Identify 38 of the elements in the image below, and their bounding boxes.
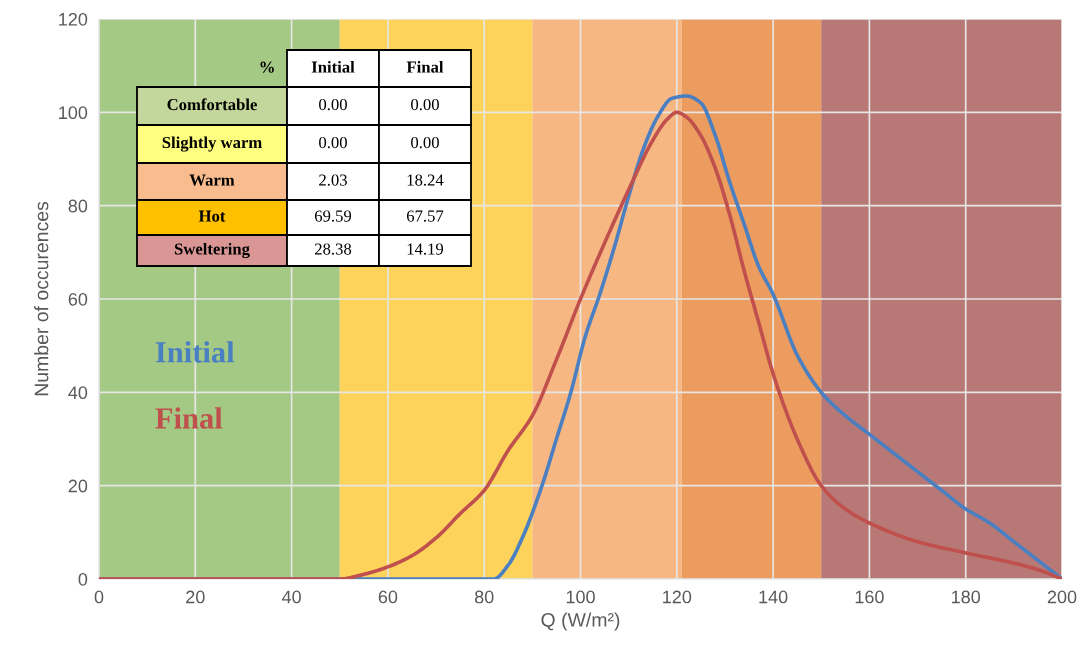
x-tick-label: 180 — [952, 590, 981, 604]
annotation: Initial — [311, 60, 355, 73]
annotation: % — [260, 61, 274, 73]
annotation: Slightly warm — [162, 136, 262, 152]
x-tick-label: 80 — [474, 590, 494, 604]
annotation: 2.03 — [319, 174, 347, 186]
y-tick-label: 60 — [68, 292, 88, 306]
y-tick-label: 40 — [68, 386, 88, 400]
x-tick-label: 160 — [855, 590, 884, 604]
x-tick-label: 40 — [281, 590, 301, 604]
x-tick-label: 100 — [566, 590, 595, 604]
x-tick-label: 0 — [94, 590, 104, 604]
x-axis-title: Q (W/m²) — [541, 612, 620, 631]
annotation: Warm — [189, 174, 235, 186]
x-tick-label: 140 — [759, 590, 788, 604]
y-tick-label: 20 — [68, 479, 88, 493]
annotation: 67.57 — [406, 210, 444, 222]
annotation: Final — [406, 60, 444, 73]
y-axis-title: Number of occurences — [34, 201, 49, 396]
annotation: 18.24 — [407, 174, 444, 186]
x-tick-label: 200 — [1047, 590, 1077, 604]
annotation: 0.00 — [319, 98, 347, 111]
x-tick-label: 20 — [186, 590, 205, 604]
annotation: 0.00 — [411, 98, 439, 111]
x-tick-label: 60 — [378, 590, 398, 604]
annotation: 28.38 — [314, 243, 352, 255]
annotation: Sweltering — [174, 242, 250, 259]
annotation: 14.19 — [407, 243, 444, 255]
y-tick-label: 100 — [59, 106, 88, 120]
annotation: 0.00 — [411, 136, 439, 149]
y-tick-label: 120 — [59, 12, 88, 26]
annotation: 0.00 — [319, 136, 347, 149]
y-tick-label: 80 — [68, 199, 88, 213]
annotation: 69.59 — [314, 210, 352, 222]
annotation: Hot — [198, 210, 226, 222]
y-tick-label: 0 — [78, 572, 88, 586]
annotation: Comfortable — [167, 98, 257, 111]
x-tick-label: 120 — [663, 590, 692, 604]
